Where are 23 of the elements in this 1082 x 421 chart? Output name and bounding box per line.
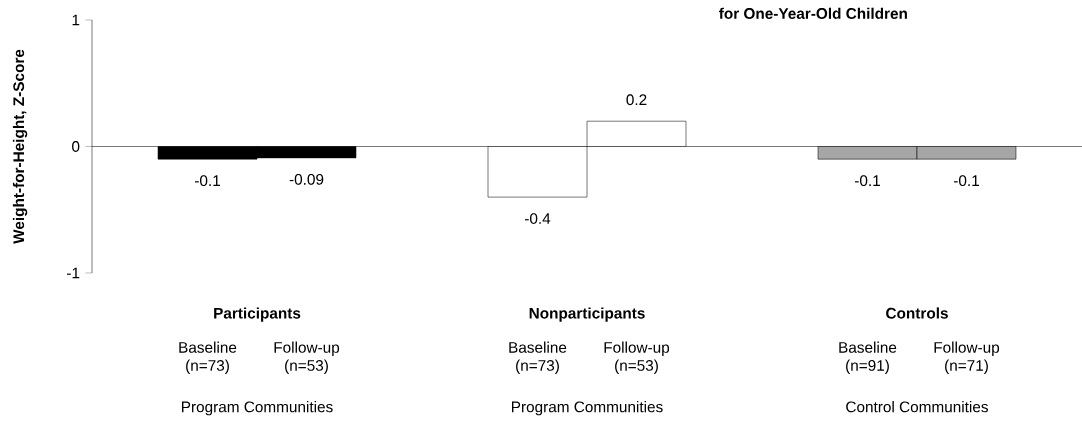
y-tick-label: -1 xyxy=(67,267,80,279)
x-tick-label: Nonparticipants xyxy=(529,307,645,322)
text: Follow-up (n=53) xyxy=(604,341,670,374)
y-tick-label: 1 xyxy=(72,14,80,26)
text: Baseline (n=91) xyxy=(839,341,897,374)
text: Follow-up (n=53) xyxy=(274,341,340,374)
data-label: 0.2 xyxy=(626,94,647,106)
data-label: -0.1 xyxy=(194,175,220,187)
chart-title: for One-Year-Old Children xyxy=(719,7,907,19)
text: Follow-up (n=71) xyxy=(934,341,1000,374)
y-axis-title: Weight-for-Height, Z-Score xyxy=(12,49,28,244)
data-label: -0.1 xyxy=(953,175,979,187)
data-label: -0.09 xyxy=(289,173,324,185)
text: Baseline (n=73) xyxy=(509,341,567,374)
x-tick-label: Participants xyxy=(214,307,301,322)
data-label: -0.1 xyxy=(854,175,880,187)
data-label: -0.4 xyxy=(524,213,551,224)
text: Program Communities xyxy=(182,401,333,416)
text: Control Communities xyxy=(846,401,988,413)
x-tick-label: Controls xyxy=(886,307,948,319)
text: Program Communities xyxy=(512,401,663,416)
y-tick-label: 0 xyxy=(72,141,80,152)
text: Baseline (n=73) xyxy=(179,341,237,374)
